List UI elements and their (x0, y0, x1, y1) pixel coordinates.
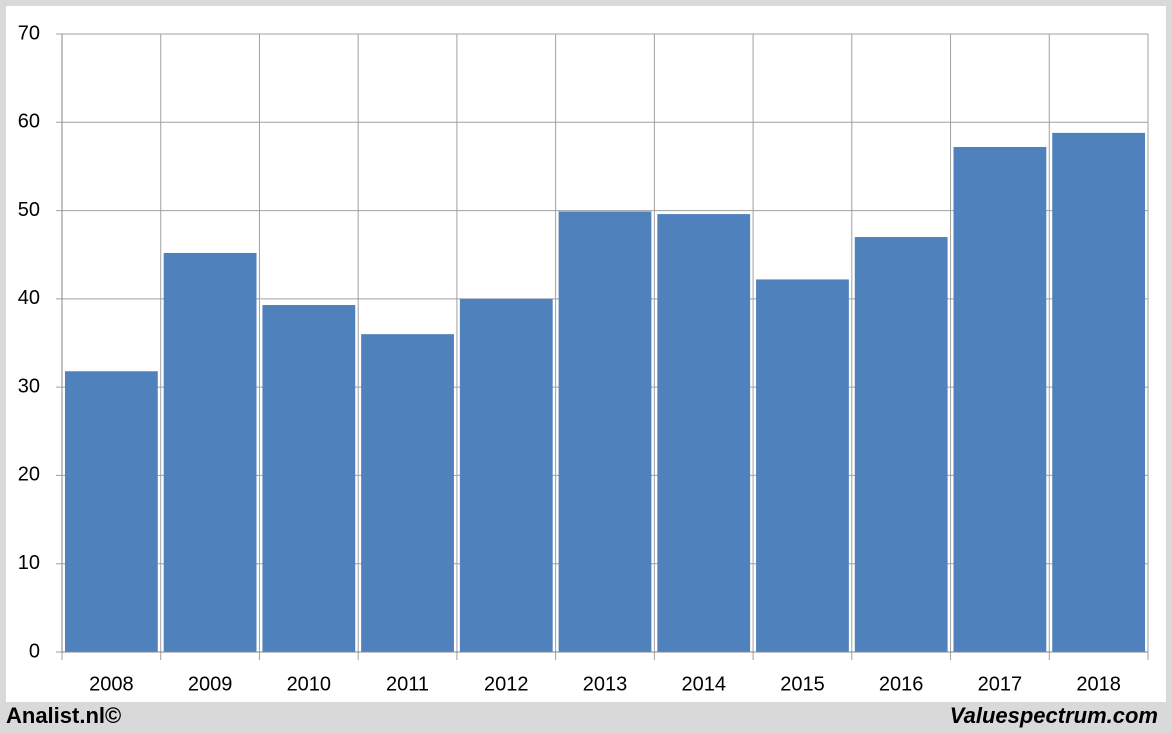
x-tick-label: 2009 (188, 673, 233, 695)
x-tick-label: 2010 (287, 673, 332, 695)
bar (756, 279, 849, 652)
y-tick-label: 50 (18, 199, 40, 221)
bar (1052, 132, 1146, 652)
x-tick-label: 2015 (780, 673, 825, 695)
x-tick-label: 2011 (386, 673, 429, 695)
footer-right: Valuespectrum.com (950, 703, 1158, 728)
footer-left: Analist.nl© (6, 703, 121, 728)
bar (657, 214, 751, 653)
x-tick-label: 2018 (1076, 673, 1121, 695)
bar (64, 371, 158, 652)
x-tick-label: 2017 (978, 673, 1023, 695)
y-tick-label: 0 (29, 640, 40, 662)
y-tick-label: 10 (18, 552, 40, 574)
bar (163, 252, 257, 652)
bar (953, 147, 1047, 652)
x-tick-label: 2012 (484, 673, 529, 695)
x-tick-label: 2008 (89, 673, 134, 695)
x-tick-label: 2013 (583, 673, 628, 695)
x-tick-label: 2016 (879, 673, 924, 695)
x-tick-label: 2014 (681, 673, 726, 695)
bar (262, 305, 356, 652)
y-tick-label: 60 (18, 111, 40, 133)
bar (361, 334, 454, 652)
y-tick-label: 40 (18, 287, 40, 309)
bar (558, 211, 652, 652)
bar (854, 237, 948, 653)
y-tick-label: 20 (18, 464, 40, 486)
y-tick-label: 30 (18, 375, 40, 397)
y-tick-label: 70 (18, 22, 40, 44)
bar (459, 298, 553, 652)
